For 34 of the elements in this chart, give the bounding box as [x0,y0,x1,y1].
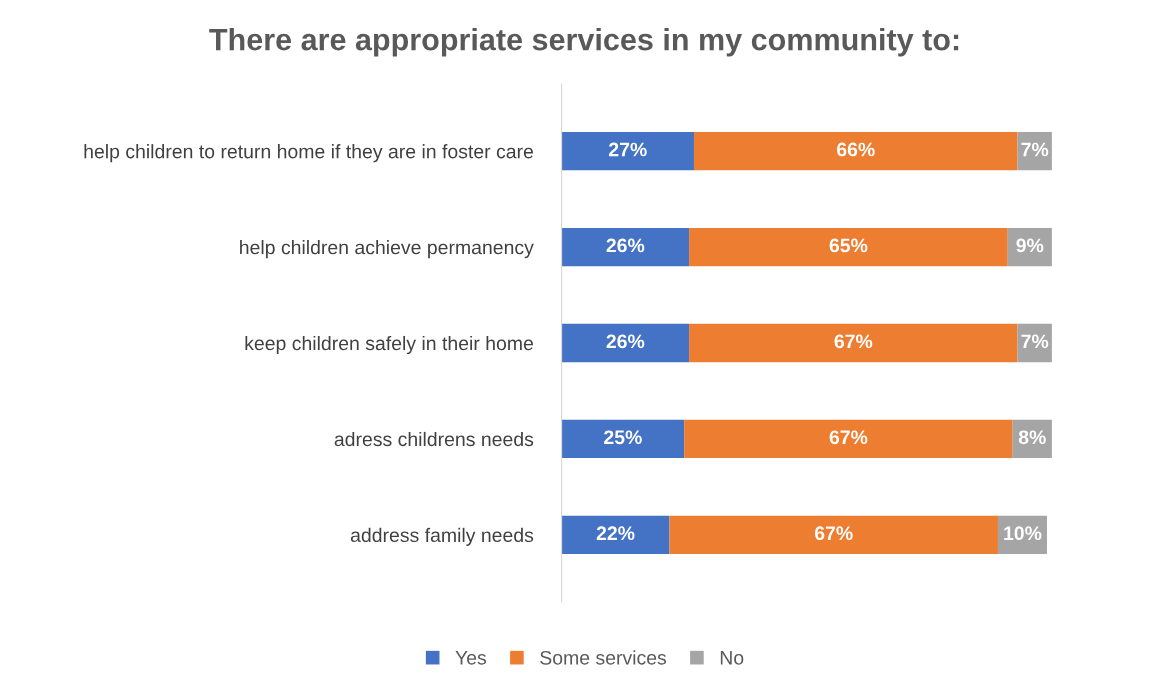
bar [693,131,1018,171]
data-label: 22% [596,526,635,541]
data-label: 7% [1021,142,1049,157]
legend-label: Yes [455,651,487,665]
data-label: 10% [1004,526,1042,541]
y-tick-label: address family needs [350,527,534,546]
data-label: 67% [834,334,873,349]
data-label: 66% [837,142,875,157]
legend-label: Some services [540,650,667,665]
data-label: 9% [1016,238,1044,253]
y-tick-label: help children achieve permanency [240,240,534,259]
y-tick-label: keep children safely in their home [245,335,533,355]
data-label: 67% [814,526,853,541]
data-label: 27% [609,142,647,157]
bar [669,515,998,555]
data-label: 8% [1018,430,1046,445]
legend-label: No [720,651,744,665]
data-label: 26% [606,238,645,253]
data-label: 26% [606,334,645,349]
chart-title: There are appropriate services in my community to: [209,28,959,57]
data-label: 25% [604,430,642,445]
data-label: 7% [1021,334,1049,349]
bar [561,227,690,267]
y-tick-label: adress childrens needs [334,431,534,447]
y-tick-label: help children to return home if they are in foster care [84,144,533,163]
bar [684,419,1013,459]
bar [561,515,670,555]
bar [561,419,685,459]
bar [561,323,690,363]
data-label: 65% [829,238,868,253]
bar [689,323,1018,363]
bar [689,227,1008,267]
bar [561,131,694,171]
data-label: 67% [829,430,868,445]
